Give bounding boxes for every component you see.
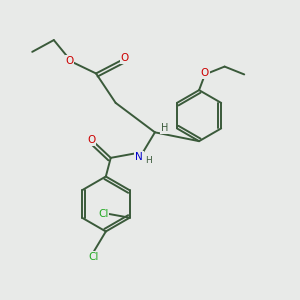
Text: O: O (120, 53, 129, 63)
Text: O: O (201, 68, 209, 78)
Text: H: H (161, 123, 168, 134)
Text: Cl: Cl (89, 252, 99, 262)
Text: O: O (87, 135, 95, 145)
Text: Cl: Cl (98, 209, 108, 219)
Text: N: N (135, 152, 143, 162)
Text: H: H (145, 156, 152, 165)
Text: O: O (65, 56, 74, 66)
